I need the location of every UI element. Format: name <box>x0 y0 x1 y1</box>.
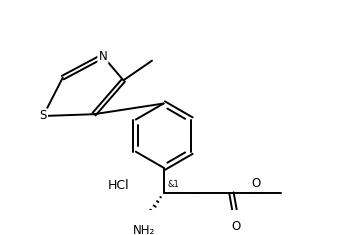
Text: N: N <box>98 50 107 63</box>
Text: NH₂: NH₂ <box>133 224 155 235</box>
Text: &1: &1 <box>167 180 179 189</box>
Text: O: O <box>231 220 241 233</box>
Text: HCl: HCl <box>108 179 129 192</box>
Text: O: O <box>252 177 261 190</box>
Text: S: S <box>39 110 47 122</box>
